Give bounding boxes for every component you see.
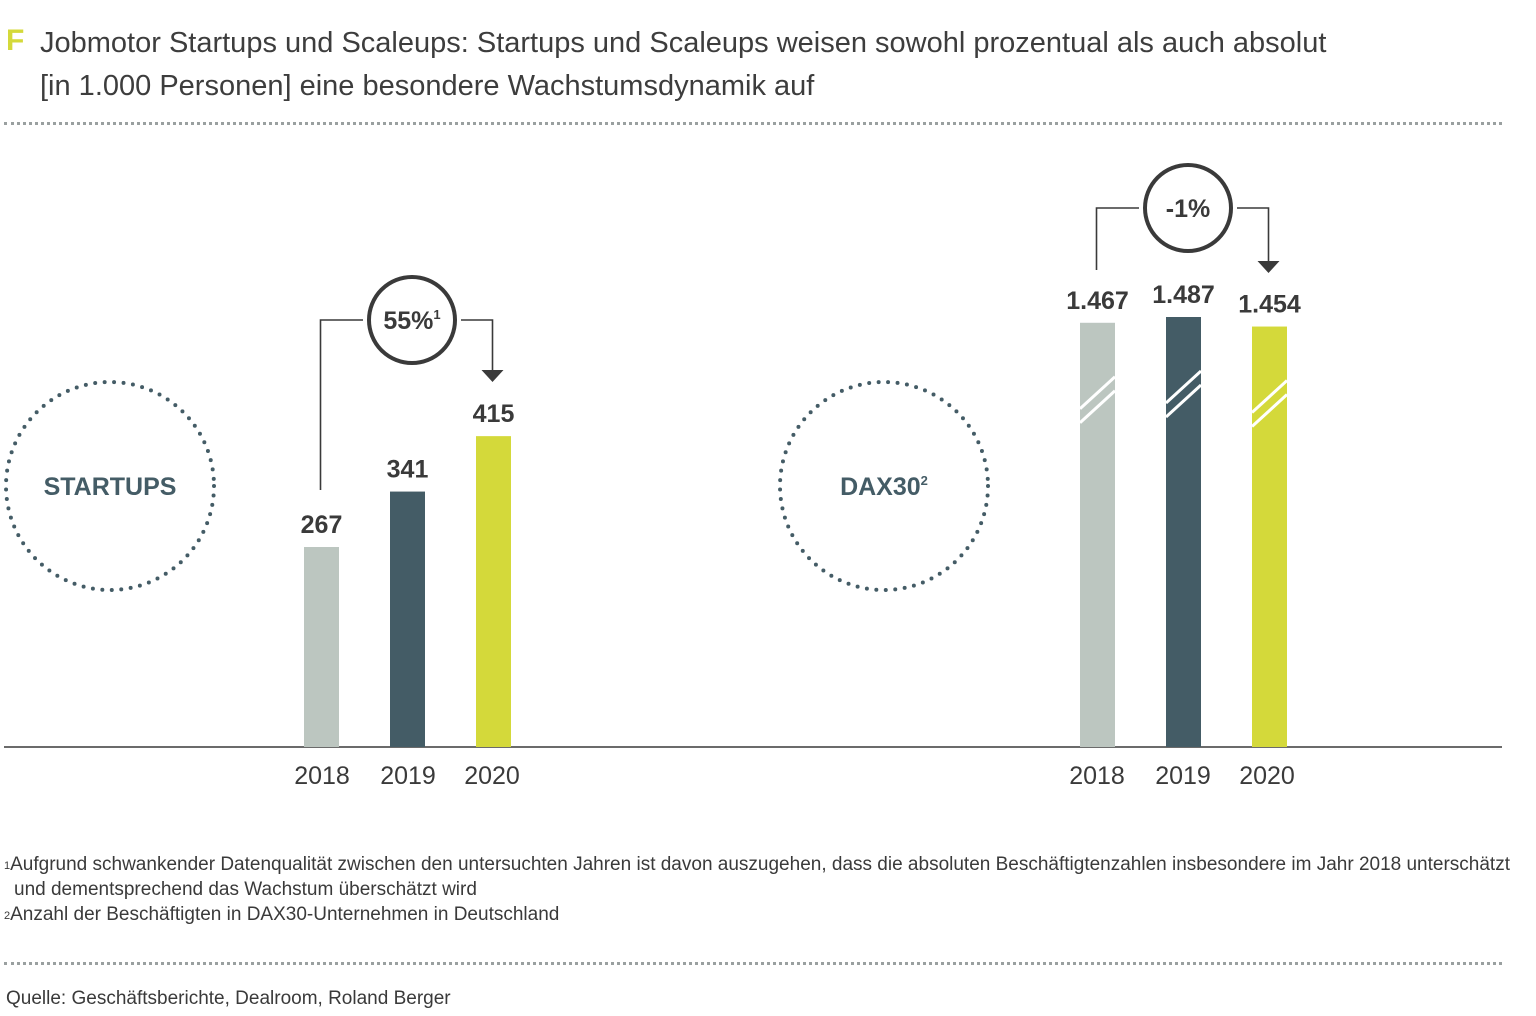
data-label: 267 [301,511,343,539]
footnote-2-text: Anzahl der Beschäftigten in DAX30-Untern… [10,904,560,925]
chart-panel-2: 1.467 2018 1.487 2019 1.454 2020 DAX302 -1% [778,163,1301,790]
group-label-text: STARTUPS [44,473,177,501]
x-tick-label: 2019 [1155,762,1211,790]
chart-panel-1: 267 2018 341 2019 415 2020 STARTUPS 55%1 [4,275,520,790]
footnote-1-mark: 1 [4,860,11,872]
x-tick-label: 2020 [1239,762,1295,790]
axis-break-mark [1250,379,1289,414]
footnote-1-text: Aufgrund schwankender Datenqualität zwis… [10,854,1510,900]
change-label-footnote: 1 [433,307,440,322]
figure-letter: F [6,24,25,57]
top-divider [4,122,1502,125]
chart-title-line-2: [in 1.000 Personen] eine besondere Wachs… [40,70,815,102]
bar-2020 [476,436,511,747]
group-circle [4,380,216,592]
change-arrow-head [481,370,504,382]
bar-2020 [1252,326,1287,747]
change-bracket-right [1237,207,1270,263]
data-label: 415 [473,400,515,428]
axis-break-mark [1078,389,1117,424]
change-label: 55%1 [383,307,440,335]
change-bracket-left [1095,207,1139,270]
footnote-1: 1Aufgrund schwankender Datenqualität zwi… [4,852,1514,902]
group-label-text: DAX30 [840,473,921,501]
x-tick-label: 2019 [380,762,436,790]
x-tick-label: 2018 [294,762,350,790]
change-label-text: -1% [1166,195,1210,223]
change-bracket-left [319,319,363,490]
change-label: -1% [1166,195,1210,223]
group-label-footnote: 2 [921,473,928,488]
bottom-divider [4,962,1502,965]
data-label: 1.454 [1238,291,1301,319]
change-bracket-right [461,319,494,372]
x-tick-label: 2020 [464,762,520,790]
change-arrow-head [1257,261,1280,273]
chart-title: Jobmotor Startups und Scaleups: Startups… [40,22,1480,108]
footnote-2: 2Anzahl der Beschäftigten in DAX30-Unter… [4,902,1514,927]
bar-2019 [1166,317,1201,747]
bar-2019 [390,491,425,747]
change-circle [367,275,457,365]
data-label: 1.487 [1152,281,1215,309]
axis-break-mark [1078,375,1117,410]
axis-break-mark [1164,383,1203,419]
change-circle [1143,163,1233,253]
bar-chart: 267 2018 341 2019 415 2020 STARTUPS 55%1 1.467 20… [4,163,1502,790]
source-note: Quelle: Geschäftsberichte, Dealroom, Rol… [6,988,451,1009]
group-circle [778,380,990,592]
chart-title-line-1: Jobmotor Startups und Scaleups: Startups… [40,27,1327,59]
footnotes: 1Aufgrund schwankender Datenqualität zwi… [4,852,1514,927]
group-label: STARTUPS [44,473,177,501]
data-label: 341 [387,456,429,484]
change-label-text: 55% [383,307,433,335]
axis-break-mark [1250,393,1289,428]
footnote-2-mark: 2 [4,910,11,922]
data-label: 1.467 [1066,287,1129,315]
x-tick-label: 2018 [1069,762,1125,790]
group-label: DAX302 [840,473,928,501]
axis-break-mark [1164,369,1203,405]
bar-2018 [304,547,339,747]
bar-2018 [1080,322,1115,747]
